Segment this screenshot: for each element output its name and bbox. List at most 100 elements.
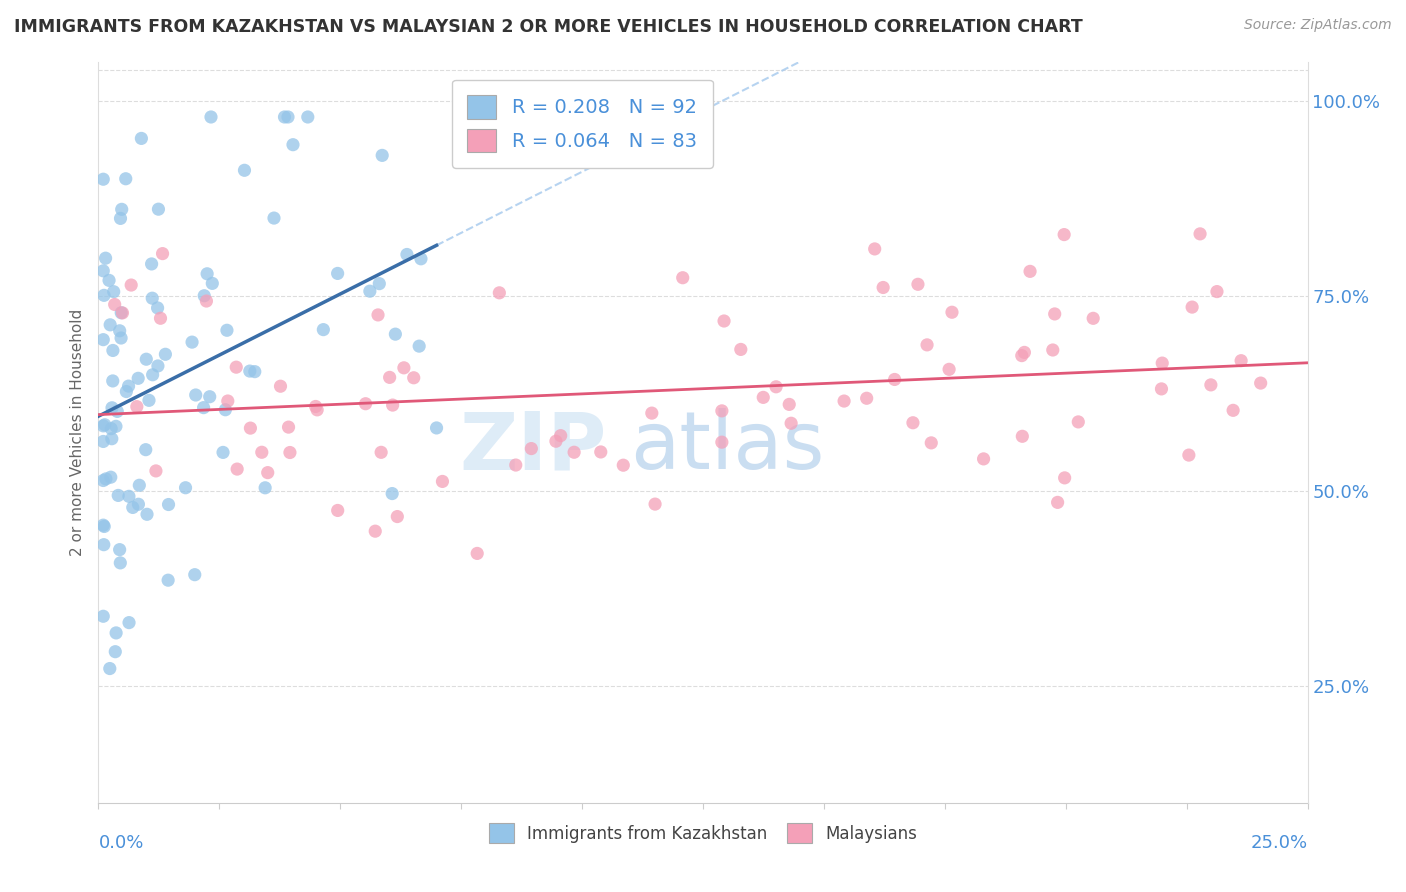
Legend: Immigrants from Kazakhstan, Malaysians: Immigrants from Kazakhstan, Malaysians <box>482 816 924 850</box>
Text: ZIP: ZIP <box>458 409 606 486</box>
Point <box>304 400 326 414</box>
Point <box>520 442 543 456</box>
Point <box>195 267 218 281</box>
Point <box>378 370 401 384</box>
Point <box>297 110 319 124</box>
Point <box>233 163 256 178</box>
Point <box>381 398 404 412</box>
Point <box>1199 377 1222 392</box>
Point <box>117 379 139 393</box>
Point <box>198 390 221 404</box>
Text: 0.0%: 0.0% <box>98 834 143 852</box>
Point <box>120 278 142 293</box>
Point <box>98 273 121 287</box>
Point <box>780 417 803 431</box>
Point <box>1043 307 1066 321</box>
Point <box>149 311 172 326</box>
Point <box>104 419 127 434</box>
Point <box>765 380 787 394</box>
Point <box>157 498 180 512</box>
Point <box>226 462 249 476</box>
Point <box>125 400 148 414</box>
Point <box>250 445 273 459</box>
Point <box>110 211 132 226</box>
Point <box>135 442 157 457</box>
Point <box>589 445 612 459</box>
Point <box>214 402 236 417</box>
Point <box>103 285 125 299</box>
Point <box>644 497 666 511</box>
Text: IMMIGRANTS FROM KAZAKHSTAN VS MALAYSIAN 2 OR MORE VEHICLES IN HOUSEHOLD CORRELAT: IMMIGRANTS FROM KAZAKHSTAN VS MALAYSIAN … <box>14 18 1083 36</box>
Point <box>91 518 114 533</box>
Point <box>432 475 454 489</box>
Point <box>111 202 134 217</box>
Point <box>354 397 377 411</box>
Point <box>142 368 165 382</box>
Point <box>225 360 247 375</box>
Point <box>863 242 886 256</box>
Point <box>277 420 299 434</box>
Point <box>409 252 432 266</box>
Point <box>101 401 124 415</box>
Point <box>118 615 141 630</box>
Point <box>184 388 207 402</box>
Point <box>872 280 894 294</box>
Text: atlas: atlas <box>630 409 825 486</box>
Point <box>1053 471 1076 485</box>
Point <box>215 323 238 337</box>
Point <box>1230 353 1253 368</box>
Point <box>273 110 295 124</box>
Point <box>907 277 929 292</box>
Point <box>100 422 122 436</box>
Point <box>94 251 117 265</box>
Point <box>146 359 169 373</box>
Point <box>562 445 585 459</box>
Point <box>1053 227 1076 242</box>
Point <box>371 148 394 162</box>
Point <box>195 293 218 308</box>
Point <box>174 481 197 495</box>
Point <box>256 466 278 480</box>
Point <box>367 308 389 322</box>
Point <box>110 556 132 570</box>
Point <box>110 306 132 320</box>
Point <box>883 372 905 386</box>
Point <box>108 542 131 557</box>
Point <box>104 297 127 311</box>
Point <box>155 347 177 361</box>
Point <box>94 417 117 432</box>
Point <box>193 289 215 303</box>
Point <box>239 421 262 435</box>
Point <box>118 489 141 503</box>
Point <box>381 486 404 500</box>
Point <box>641 406 664 420</box>
Point <box>832 394 855 409</box>
Point <box>101 432 124 446</box>
Point <box>278 445 301 459</box>
Point <box>141 291 163 305</box>
Point <box>201 277 224 291</box>
Point <box>364 524 387 538</box>
Y-axis label: 2 or more Vehicles in Household: 2 or more Vehicles in Household <box>70 309 86 557</box>
Point <box>193 401 215 415</box>
Point <box>1206 285 1229 299</box>
Text: Source: ZipAtlas.com: Source: ZipAtlas.com <box>1244 18 1392 32</box>
Point <box>131 131 153 145</box>
Point <box>368 277 391 291</box>
Point <box>277 110 299 124</box>
Point <box>307 402 329 417</box>
Point <box>127 371 149 385</box>
Point <box>101 374 124 388</box>
Point <box>550 428 572 442</box>
Point <box>710 404 733 418</box>
Point <box>359 284 381 298</box>
Point <box>138 393 160 408</box>
Point <box>488 285 510 300</box>
Point <box>941 305 963 319</box>
Point <box>136 508 159 522</box>
Point <box>312 323 335 337</box>
Point <box>94 472 117 486</box>
Point <box>387 509 409 524</box>
Point <box>91 418 114 433</box>
Point <box>710 435 733 450</box>
